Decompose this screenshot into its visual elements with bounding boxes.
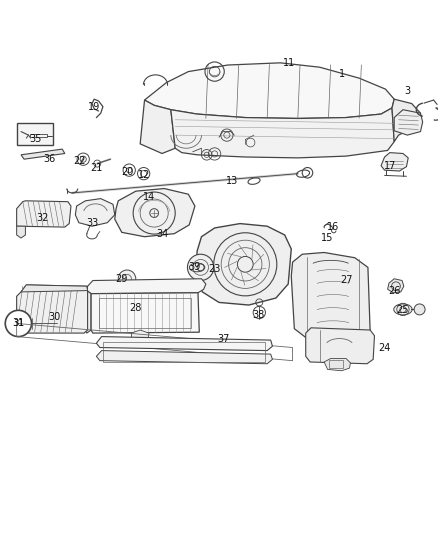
Text: 34: 34 [156,229,168,239]
Circle shape [187,254,214,280]
Text: 33: 33 [86,217,98,228]
Text: 17: 17 [384,161,396,171]
Ellipse shape [394,304,412,315]
Polygon shape [17,285,88,333]
Polygon shape [21,149,65,159]
Text: 38: 38 [252,310,265,320]
Polygon shape [87,279,206,294]
Polygon shape [131,330,149,343]
Polygon shape [381,152,408,171]
Bar [17,123,53,145]
Text: 16: 16 [327,222,339,232]
Text: 3: 3 [404,86,410,96]
Bar [30,134,47,138]
Bar [103,342,265,362]
Polygon shape [324,359,350,371]
Polygon shape [84,286,91,333]
Polygon shape [291,253,370,341]
Text: 25: 25 [397,305,409,316]
Bar [99,298,191,328]
Text: 23: 23 [208,264,221,273]
Text: 31: 31 [12,318,25,328]
Polygon shape [115,189,195,237]
Text: 37: 37 [217,334,230,344]
Text: 22: 22 [74,156,86,166]
Text: 35: 35 [30,134,42,144]
Text: 24: 24 [378,343,391,352]
Polygon shape [91,293,199,333]
Polygon shape [140,100,175,154]
Text: 14: 14 [143,192,155,203]
Polygon shape [394,110,423,135]
Polygon shape [17,201,71,227]
Polygon shape [21,285,88,292]
Polygon shape [388,279,404,293]
Text: 28: 28 [130,303,142,313]
Text: 13: 13 [226,176,238,186]
Text: 21: 21 [90,163,102,173]
Text: 11: 11 [283,58,295,68]
Text: 32: 32 [37,213,49,223]
Ellipse shape [414,304,425,315]
Text: 27: 27 [340,274,352,285]
Polygon shape [306,328,374,364]
Text: 36: 36 [43,154,55,164]
Text: 1: 1 [339,69,345,79]
Polygon shape [392,99,420,142]
Text: 30: 30 [49,312,61,322]
Polygon shape [96,336,272,351]
Text: 26: 26 [388,286,400,296]
Bar [329,360,343,368]
Polygon shape [17,226,25,238]
Text: 39: 39 [188,262,200,271]
Text: 31: 31 [13,319,24,328]
Circle shape [118,270,136,287]
Polygon shape [196,223,291,305]
Polygon shape [96,351,272,364]
Polygon shape [171,108,394,158]
Text: 15: 15 [321,233,334,243]
Text: 20: 20 [121,167,133,177]
Circle shape [5,310,32,336]
Polygon shape [145,63,394,118]
Text: 12: 12 [138,171,151,180]
Polygon shape [75,199,115,226]
Text: 29: 29 [116,274,128,284]
Text: 19: 19 [88,102,100,111]
